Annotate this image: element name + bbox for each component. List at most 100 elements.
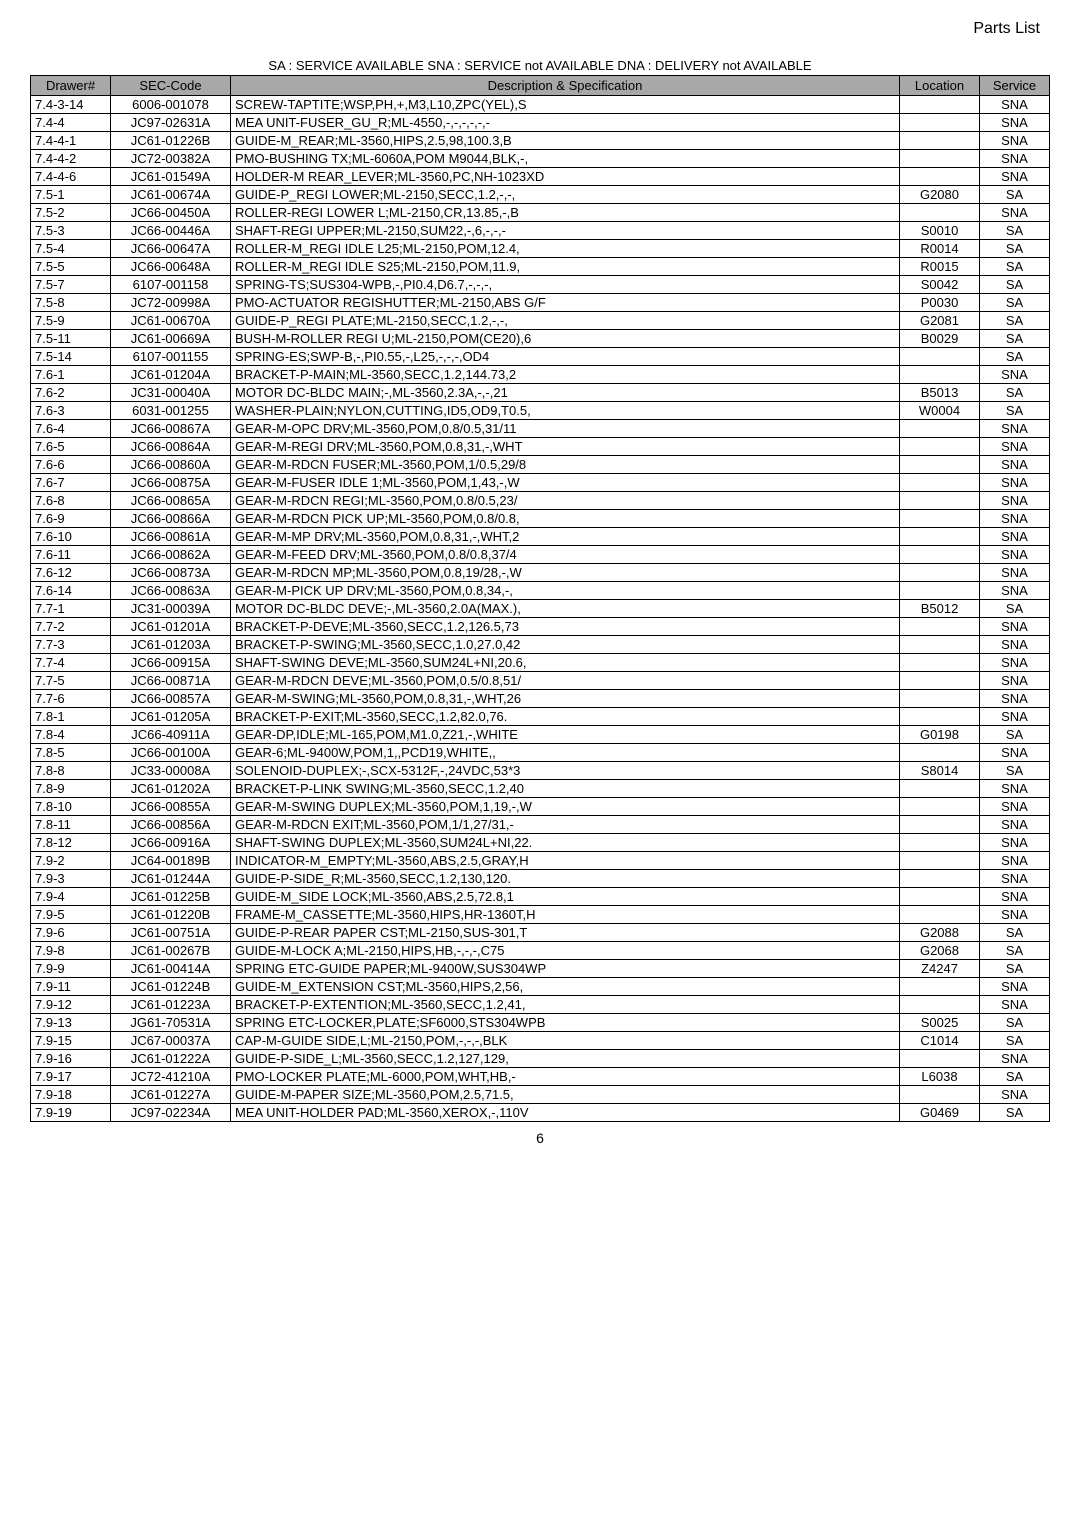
table-cell: ROLLER-M_REGI IDLE S25;ML-2150,POM,11.9, <box>231 258 900 276</box>
table-cell: SNA <box>980 564 1050 582</box>
table-cell: JC66-00866A <box>111 510 231 528</box>
table-cell: SA <box>980 924 1050 942</box>
table-cell: JC72-00998A <box>111 294 231 312</box>
table-cell <box>900 348 980 366</box>
table-cell: 7.8-4 <box>31 726 111 744</box>
table-cell: SA <box>980 762 1050 780</box>
table-cell: JC61-01203A <box>111 636 231 654</box>
table-cell <box>900 618 980 636</box>
table-cell: JC61-00267B <box>111 942 231 960</box>
table-cell: JC61-01227A <box>111 1086 231 1104</box>
table-cell: SHAFT-SWING DEVE;ML-3560,SUM24L+NI,20.6, <box>231 654 900 672</box>
table-cell: SNA <box>980 906 1050 924</box>
table-row: 7.4-4-2JC72-00382APMO-BUSHING TX;ML-6060… <box>31 150 1050 168</box>
table-cell: SHAFT-SWING DUPLEX;ML-3560,SUM24L+NI,22. <box>231 834 900 852</box>
table-cell: C1014 <box>900 1032 980 1050</box>
table-row: 7.9-3JC61-01244AGUIDE-P-SIDE_R;ML-3560,S… <box>31 870 1050 888</box>
table-cell: SNA <box>980 510 1050 528</box>
table-cell: WASHER-PLAIN;NYLON,CUTTING,ID5,OD9,T0.5, <box>231 402 900 420</box>
table-cell: SHAFT-REGI UPPER;ML-2150,SUM22,-,6,-,-,- <box>231 222 900 240</box>
table-cell: G0198 <box>900 726 980 744</box>
table-cell: SA <box>980 312 1050 330</box>
table-cell: SNA <box>980 996 1050 1014</box>
table-row: 7.8-8JC33-00008ASOLENOID-DUPLEX;-,SCX-53… <box>31 762 1050 780</box>
table-cell: JC66-00863A <box>111 582 231 600</box>
table-row: 7.6-9JC66-00866AGEAR-M-RDCN PICK UP;ML-3… <box>31 510 1050 528</box>
table-row: 7.9-9JC61-00414ASPRING ETC-GUIDE PAPER;M… <box>31 960 1050 978</box>
table-cell: GEAR-6;ML-9400W,POM,1,,PCD19,WHITE,, <box>231 744 900 762</box>
table-cell: 7.9-13 <box>31 1014 111 1032</box>
table-cell: SA <box>980 1032 1050 1050</box>
table-cell: JC66-00861A <box>111 528 231 546</box>
table-cell: JC61-01226B <box>111 132 231 150</box>
table-cell <box>900 690 980 708</box>
table-cell <box>900 132 980 150</box>
table-cell: SNA <box>980 96 1050 114</box>
table-row: 7.6-36031-001255WASHER-PLAIN;NYLON,CUTTI… <box>31 402 1050 420</box>
table-cell: SA <box>980 1104 1050 1122</box>
table-cell <box>900 528 980 546</box>
table-cell: GUIDE-P_REGI LOWER;ML-2150,SECC,1.2,-,-, <box>231 186 900 204</box>
table-cell: GUIDE-P-SIDE_R;ML-3560,SECC,1.2,130,120. <box>231 870 900 888</box>
table-row: 7.6-6JC66-00860AGEAR-M-RDCN FUSER;ML-356… <box>31 456 1050 474</box>
table-cell: G2080 <box>900 186 980 204</box>
table-cell: ROLLER-M_REGI IDLE L25;ML-2150,POM,12.4, <box>231 240 900 258</box>
table-cell <box>900 582 980 600</box>
table-cell: JC66-00856A <box>111 816 231 834</box>
table-cell: GUIDE-M-LOCK A;ML-2150,HIPS,HB,-,-,-,C75 <box>231 942 900 960</box>
table-cell: 7.9-2 <box>31 852 111 870</box>
table-cell: 7.7-4 <box>31 654 111 672</box>
table-cell: 7.7-6 <box>31 690 111 708</box>
table-cell: JC72-00382A <box>111 150 231 168</box>
table-row: 7.7-5JC66-00871AGEAR-M-RDCN DEVE;ML-3560… <box>31 672 1050 690</box>
table-cell: 7.6-10 <box>31 528 111 546</box>
table-row: 7.8-11JC66-00856AGEAR-M-RDCN EXIT;ML-356… <box>31 816 1050 834</box>
table-cell: GUIDE-M_SIDE LOCK;ML-3560,ABS,2.5,72.8,1 <box>231 888 900 906</box>
table-cell: JC66-00916A <box>111 834 231 852</box>
table-cell: S0010 <box>900 222 980 240</box>
table-cell: GEAR-M-RDCN MP;ML-3560,POM,0.8,19/28,-,W <box>231 564 900 582</box>
table-cell: JC61-01205A <box>111 708 231 726</box>
table-cell: JC72-41210A <box>111 1068 231 1086</box>
table-cell: SNA <box>980 654 1050 672</box>
table-cell: 7.9-3 <box>31 870 111 888</box>
table-cell: 7.8-12 <box>31 834 111 852</box>
table-cell: B5013 <box>900 384 980 402</box>
table-cell: JC61-01222A <box>111 1050 231 1068</box>
table-cell: INDICATOR-M_EMPTY;ML-3560,ABS,2.5,GRAY,H <box>231 852 900 870</box>
table-cell: GUIDE-M-PAPER SIZE;ML-3560,POM,2.5,71.5, <box>231 1086 900 1104</box>
table-cell: 7.9-9 <box>31 960 111 978</box>
table-row: 7.6-5JC66-00864AGEAR-M-REGI DRV;ML-3560,… <box>31 438 1050 456</box>
table-cell: JC66-40911A <box>111 726 231 744</box>
table-cell <box>900 978 980 996</box>
table-cell: JC61-00674A <box>111 186 231 204</box>
table-cell: 7.6-9 <box>31 510 111 528</box>
table-cell: G2088 <box>900 924 980 942</box>
table-body: 7.4-3-146006-001078SCREW-TAPTITE;WSP,PH,… <box>31 96 1050 1122</box>
table-cell: JC66-00450A <box>111 204 231 222</box>
table-cell: SA <box>980 384 1050 402</box>
table-row: 7.6-11JC66-00862AGEAR-M-FEED DRV;ML-3560… <box>31 546 1050 564</box>
table-cell: SNA <box>980 546 1050 564</box>
table-cell: JC61-00751A <box>111 924 231 942</box>
table-cell <box>900 150 980 168</box>
table-cell: SA <box>980 1068 1050 1086</box>
table-row: 7.9-15JC67-00037ACAP-M-GUIDE SIDE,L;ML-2… <box>31 1032 1050 1050</box>
table-cell: SPRING ETC-GUIDE PAPER;ML-9400W,SUS304WP <box>231 960 900 978</box>
table-cell: 6006-001078 <box>111 96 231 114</box>
table-cell: SNA <box>980 816 1050 834</box>
table-cell: HOLDER-M REAR_LEVER;ML-3560,PC,NH-1023XD <box>231 168 900 186</box>
table-cell: 7.4-4-2 <box>31 150 111 168</box>
col-header-sec: SEC-Code <box>111 76 231 96</box>
table-row: 7.4-4-1JC61-01226BGUIDE-M_REAR;ML-3560,H… <box>31 132 1050 150</box>
page-header: Parts List <box>30 20 1050 38</box>
table-cell: 7.8-11 <box>31 816 111 834</box>
table-row: 7.6-14JC66-00863AGEAR-M-PICK UP DRV;ML-3… <box>31 582 1050 600</box>
table-cell <box>900 510 980 528</box>
table-cell: SNA <box>980 708 1050 726</box>
table-cell <box>900 654 980 672</box>
table-cell: 7.6-6 <box>31 456 111 474</box>
table-cell: B0029 <box>900 330 980 348</box>
table-cell: GUIDE-M_EXTENSION CST;ML-3560,HIPS,2,56, <box>231 978 900 996</box>
table-cell: 6031-001255 <box>111 402 231 420</box>
